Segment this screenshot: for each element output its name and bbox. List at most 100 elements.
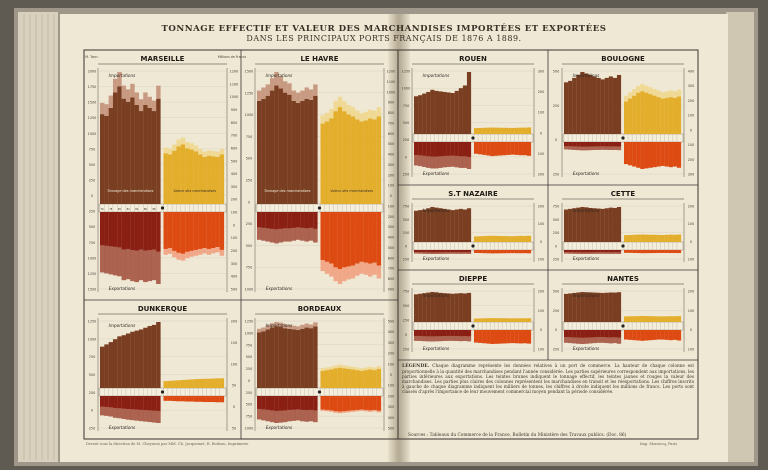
right-tick: 0 — [690, 328, 692, 332]
chart-nantes: NANTES 500 250 0 250 200 100 0 100 Importations Ex… — [553, 275, 694, 352]
port-title: MARSEILLE — [141, 55, 185, 63]
bar-export-shade — [564, 251, 569, 254]
bar-import-valeur — [676, 316, 682, 322]
bar-export-tonnage — [422, 330, 427, 342]
bar-import-valeur-light — [189, 143, 194, 150]
right-tick: 200 — [538, 205, 544, 209]
right-tick: 100 — [231, 236, 237, 240]
bar-import-valeur — [660, 316, 665, 322]
bar-export-tonnage — [151, 396, 157, 423]
bar-export-valeur-light — [180, 253, 186, 261]
bar-export-tonnage — [568, 142, 573, 150]
bar-export-tonnage — [104, 212, 109, 274]
bar-export-tonnage — [454, 250, 459, 254]
bar-export-valeur — [656, 142, 661, 167]
bar-import-valeur — [640, 316, 645, 322]
label-exportations: Exportations — [266, 286, 293, 291]
bar-export-valeur — [636, 142, 641, 168]
left-tick: 0 — [91, 409, 93, 413]
center-dot — [471, 244, 475, 248]
bar-export-valeur-light — [198, 248, 203, 255]
bar-export-tonnage — [588, 330, 593, 344]
bar-import-transit — [265, 84, 271, 96]
bar-import-valeur-light — [652, 88, 657, 96]
center-dot — [160, 390, 165, 394]
bar-export-valeur-light — [333, 267, 338, 282]
left-tick: 500 — [553, 218, 559, 222]
bar-export-valeur — [359, 396, 364, 410]
bar-import-transit — [274, 322, 279, 327]
bar-export-shade — [616, 337, 622, 344]
bar-export-tonnage — [454, 330, 459, 341]
bar-export-valeur — [676, 142, 682, 168]
left-tick: 1000 — [402, 87, 411, 91]
bar-export-tonnage — [466, 142, 472, 169]
bar-import-valeur — [664, 316, 669, 322]
bar-export-tonnage — [426, 250, 431, 254]
bar-import-tonnage — [600, 79, 605, 134]
bar-import-tonnage — [446, 92, 451, 134]
bar-export-tonnage — [274, 212, 279, 244]
bar-export-shade — [584, 337, 589, 344]
bar-export-tonnage — [121, 212, 127, 281]
bar-import-tonnage — [450, 293, 455, 322]
bar-export-valeur — [189, 212, 194, 251]
bar-import-valeur-light — [185, 142, 190, 149]
left-tick: 500 — [246, 244, 252, 248]
bar-export-shade — [584, 252, 589, 254]
bar-export-shade — [608, 337, 613, 344]
bar-export-tonnage — [125, 212, 131, 280]
bar-import-tonnage — [117, 86, 122, 204]
bar-export-valeur — [346, 396, 351, 411]
bar-export-valeur — [652, 250, 657, 254]
bar-export-shade — [418, 155, 423, 167]
bar-import-tonnage — [300, 328, 305, 388]
bar-import-valeur — [329, 369, 334, 388]
bar-export-shade — [147, 410, 152, 423]
bar-export-valeur — [482, 330, 487, 344]
bar-export-valeur-light — [324, 261, 330, 274]
bar-import-valeur — [167, 380, 173, 388]
bar-export-tonnage — [584, 330, 589, 344]
bar-import-tonnage — [612, 292, 618, 322]
bar-export-tonnage — [134, 396, 139, 421]
bar-import-valeur — [482, 318, 487, 322]
bar-export-shade — [588, 252, 593, 254]
bar-import-valeur — [202, 156, 207, 204]
bar-export-tonnage — [596, 142, 601, 150]
left-tick: 0 — [555, 328, 557, 332]
bar-export-shade — [604, 252, 609, 254]
bar-import-tonnage — [156, 322, 161, 388]
left-tick: 750 — [403, 104, 409, 108]
bar-import-transit — [274, 72, 279, 86]
label-exportations: Exportations — [573, 346, 600, 351]
bar-import-valeur — [176, 146, 181, 204]
right-tick: 200 — [688, 99, 694, 103]
left-tick: 1000 — [88, 132, 97, 136]
right-tick: 200 — [388, 352, 394, 356]
left-tick: 1750 — [88, 85, 97, 89]
bar-import-transit — [282, 324, 288, 329]
bar-export-shade — [125, 248, 131, 280]
bar-import-valeur — [163, 153, 168, 204]
bar-import-valeur — [172, 150, 177, 204]
right-tick: 200 — [688, 290, 694, 294]
bar-import-tonnage — [414, 210, 419, 242]
bar-export-valeur — [372, 396, 377, 410]
bar-import-valeur — [526, 127, 532, 134]
bar-export-shade — [466, 156, 472, 169]
left-tick: 0 — [91, 194, 93, 198]
bar-export-valeur — [624, 250, 629, 253]
port-title: CETTE — [611, 190, 636, 198]
bar-export-valeur — [342, 396, 347, 412]
bar-import-valeur-light — [359, 368, 364, 371]
bar-export-shade — [130, 249, 135, 282]
bar-export-tonnage — [584, 250, 589, 254]
bar-export-valeur — [167, 396, 173, 401]
label-importations: Importations — [423, 73, 450, 78]
bar-import-valeur — [494, 235, 499, 242]
bar-export-valeur — [474, 250, 479, 253]
port-title: ROUEN — [459, 55, 487, 63]
bar-export-tonnage — [291, 396, 296, 421]
bar-export-shade — [143, 250, 148, 283]
